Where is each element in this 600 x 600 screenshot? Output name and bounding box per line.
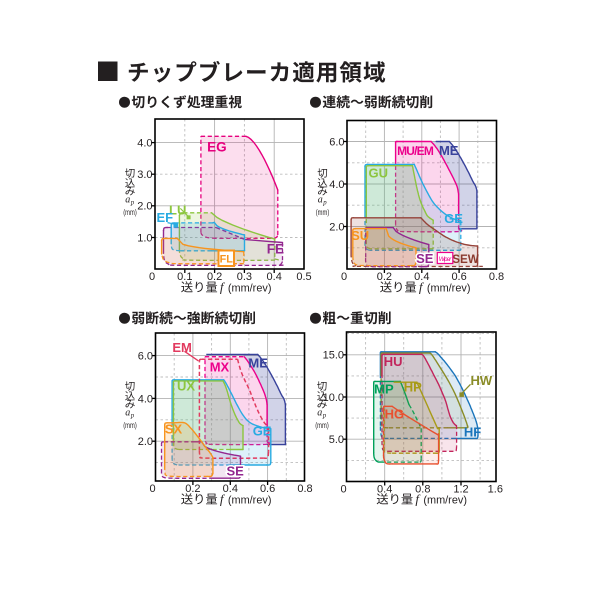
svg-text:f: f bbox=[220, 280, 226, 295]
svg-text:EF: EF bbox=[156, 210, 173, 225]
svg-text:(mm/rev): (mm/rev) bbox=[423, 495, 467, 507]
svg-text:0.6: 0.6 bbox=[260, 483, 275, 495]
svg-text:HU: HU bbox=[384, 354, 403, 369]
svg-text:0.6: 0.6 bbox=[451, 271, 466, 283]
svg-text:0.4: 0.4 bbox=[377, 483, 392, 495]
svg-text:HG: HG bbox=[385, 407, 405, 422]
svg-text:SE: SE bbox=[227, 464, 245, 479]
svg-text:(mm): (mm) bbox=[315, 421, 329, 430]
svg-text:f: f bbox=[220, 492, 226, 507]
svg-text:0: 0 bbox=[149, 483, 155, 495]
svg-text:HF: HF bbox=[464, 424, 481, 439]
svg-text:a: a bbox=[318, 194, 323, 205]
svg-text:(mm/rev): (mm/rev) bbox=[427, 283, 471, 295]
svg-text:6.0: 6.0 bbox=[329, 136, 344, 148]
svg-text:0.2: 0.2 bbox=[207, 271, 222, 283]
svg-text:MX: MX bbox=[210, 359, 230, 374]
svg-text:0.2: 0.2 bbox=[185, 483, 200, 495]
svg-text:SE: SE bbox=[416, 251, 434, 266]
svg-text:SE: SE bbox=[227, 464, 245, 479]
svg-text:0: 0 bbox=[341, 271, 347, 283]
svg-text:0.1: 0.1 bbox=[177, 271, 192, 283]
svg-text:0.4: 0.4 bbox=[414, 271, 429, 283]
svg-text:5.0: 5.0 bbox=[329, 434, 344, 446]
svg-text:SX: SX bbox=[165, 421, 183, 436]
svg-text:4.0: 4.0 bbox=[138, 393, 153, 405]
svg-text:0.8: 0.8 bbox=[489, 271, 504, 283]
svg-text:1.2: 1.2 bbox=[453, 483, 468, 495]
svg-text:a: a bbox=[317, 407, 322, 418]
svg-text:0.8: 0.8 bbox=[415, 483, 430, 495]
svg-text:LU: LU bbox=[169, 202, 186, 217]
svg-text:10.0: 10.0 bbox=[323, 392, 344, 404]
svg-text:HW: HW bbox=[471, 373, 493, 388]
svg-text:0.3: 0.3 bbox=[237, 271, 252, 283]
svg-text:2.0: 2.0 bbox=[137, 201, 152, 213]
svg-text:p: p bbox=[322, 413, 327, 420]
svg-text:(mm): (mm) bbox=[123, 421, 137, 430]
svg-text:a: a bbox=[125, 407, 130, 418]
svg-text:f: f bbox=[419, 280, 425, 295]
svg-text:f: f bbox=[415, 492, 421, 507]
svg-text:2.0: 2.0 bbox=[138, 436, 153, 448]
svg-text:4.0: 4.0 bbox=[329, 179, 344, 191]
svg-text:SU: SU bbox=[351, 228, 369, 243]
svg-text:4.0: 4.0 bbox=[137, 138, 152, 150]
svg-text:0: 0 bbox=[149, 271, 155, 283]
svg-text:2.0: 2.0 bbox=[329, 221, 344, 233]
svg-text:p: p bbox=[322, 200, 327, 207]
svg-text:3.0: 3.0 bbox=[137, 169, 152, 181]
svg-text:(mm): (mm) bbox=[316, 208, 330, 217]
svg-text:p: p bbox=[130, 413, 135, 420]
svg-text:GE: GE bbox=[253, 424, 272, 439]
svg-text:a: a bbox=[125, 194, 130, 205]
svg-text:15.0: 15.0 bbox=[323, 350, 344, 362]
svg-text:HP: HP bbox=[404, 380, 422, 395]
svg-text:ME: ME bbox=[439, 143, 459, 158]
svg-text:Wiper: Wiper bbox=[439, 256, 452, 263]
svg-text:FL: FL bbox=[220, 254, 234, 266]
svg-text:FE: FE bbox=[267, 241, 284, 256]
svg-text:(mm): (mm) bbox=[123, 208, 137, 217]
svg-text:1.6: 1.6 bbox=[488, 483, 503, 495]
svg-text:MU/EM: MU/EM bbox=[397, 144, 434, 158]
svg-text:EM: EM bbox=[172, 340, 192, 355]
svg-text:(mm/rev): (mm/rev) bbox=[228, 495, 272, 507]
svg-text:0.4: 0.4 bbox=[267, 271, 282, 283]
svg-text:1.0: 1.0 bbox=[137, 232, 152, 244]
svg-text:0.8: 0.8 bbox=[297, 483, 312, 495]
svg-text:GU: GU bbox=[368, 165, 388, 180]
svg-text:0.2: 0.2 bbox=[377, 271, 392, 283]
svg-text:0.4: 0.4 bbox=[223, 483, 238, 495]
svg-text:UX: UX bbox=[177, 379, 195, 394]
svg-text:EG: EG bbox=[207, 139, 227, 154]
svg-text:p: p bbox=[130, 200, 135, 207]
svg-text:6.0: 6.0 bbox=[138, 351, 153, 363]
svg-text:GE: GE bbox=[444, 211, 463, 226]
svg-text:(mm/rev): (mm/rev) bbox=[228, 283, 272, 295]
svg-text:SEW: SEW bbox=[452, 253, 480, 266]
svg-text:MP: MP bbox=[374, 381, 394, 396]
svg-text:0: 0 bbox=[340, 483, 346, 495]
svg-text:0.5: 0.5 bbox=[296, 271, 311, 283]
svg-text:SE: SE bbox=[416, 251, 434, 266]
svg-text:ME: ME bbox=[248, 356, 268, 371]
